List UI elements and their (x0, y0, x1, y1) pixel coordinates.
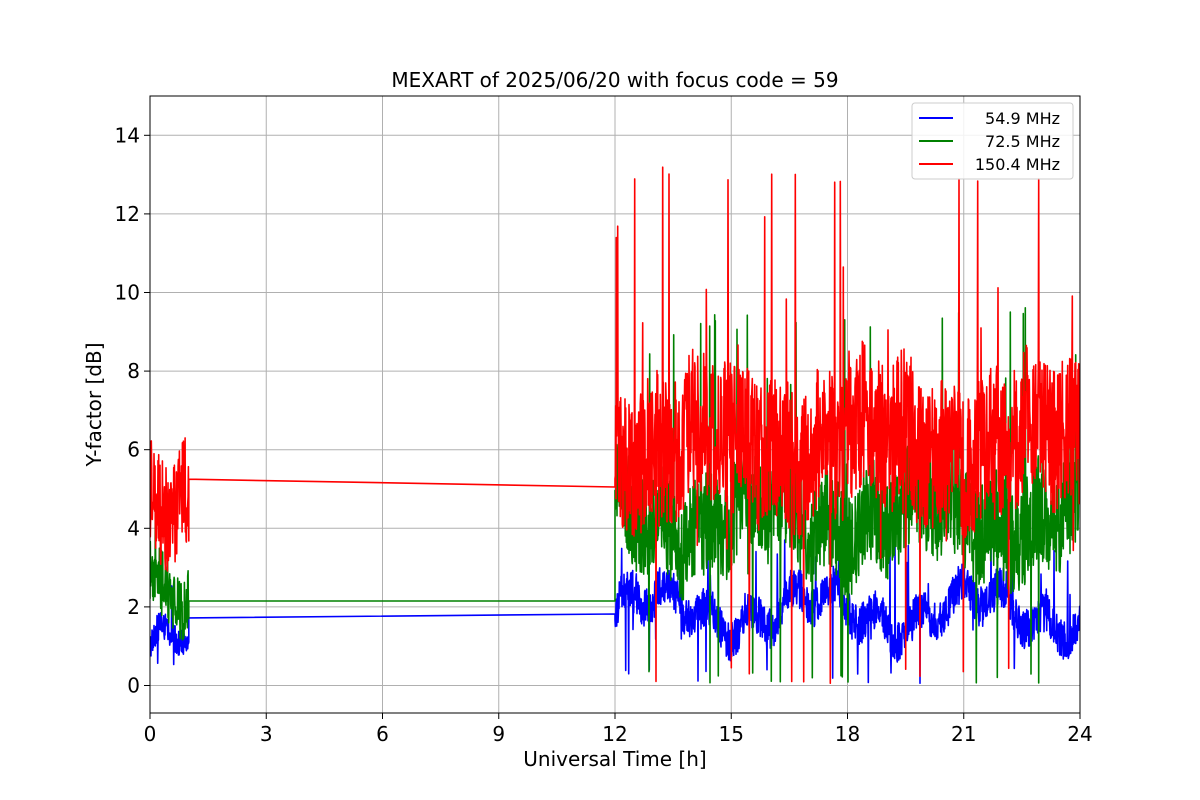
y-tick-label: 2 (127, 595, 140, 619)
series-line-0 (150, 539, 1080, 684)
legend-entry: 54.9 MHz (985, 109, 1060, 128)
y-tick-label: 0 (127, 673, 140, 697)
x-tick-label: 15 (719, 722, 744, 746)
y-tick-label: 6 (127, 438, 140, 462)
legend-box (911, 102, 1074, 180)
y-axis-label: Y-factor [dB] (82, 342, 106, 467)
legend-entry: 150.4 MHz (975, 155, 1060, 174)
chart-title: MEXART of 2025/06/20 with focus code = 5… (391, 68, 838, 92)
y-tick-label: 14 (115, 123, 140, 147)
x-tick-label: 9 (492, 722, 505, 746)
y-tick-label: 10 (115, 280, 140, 304)
x-tick-label: 21 (951, 722, 976, 746)
series-layer (150, 166, 1080, 684)
x-axis-label: Universal Time [h] (523, 747, 706, 771)
series-line-2 (150, 166, 1080, 684)
x-tick-label: 24 (1067, 722, 1092, 746)
x-tick-label: 0 (144, 722, 157, 746)
legend-entry: 72.5 MHz (985, 132, 1060, 151)
x-tick-label: 18 (835, 722, 860, 746)
x-tick-label: 6 (376, 722, 389, 746)
y-tick-label: 12 (115, 202, 140, 226)
y-tick-label: 4 (127, 516, 140, 540)
legend: 54.9 MHz 72.5 MHz 150.4 MHz (911, 102, 1074, 180)
x-tick-label: 12 (602, 722, 627, 746)
x-tick-label: 3 (260, 722, 273, 746)
y-tick-label: 8 (127, 359, 140, 383)
